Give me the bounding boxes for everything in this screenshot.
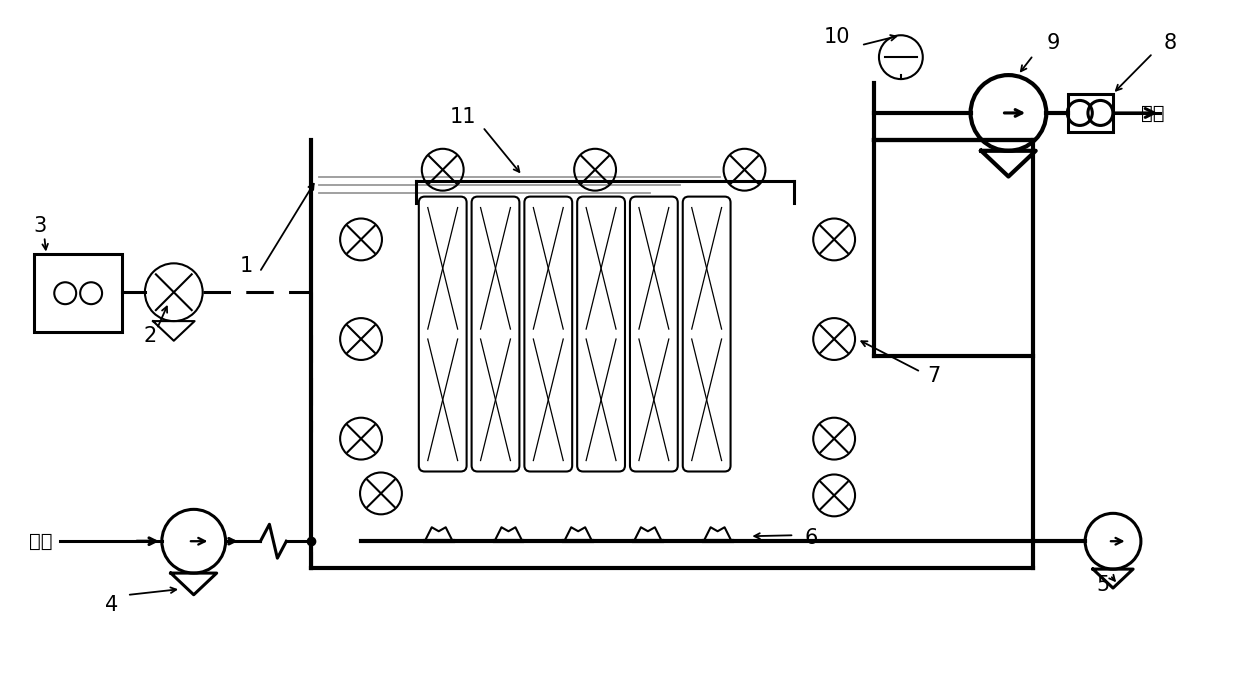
Text: 7: 7	[928, 366, 940, 386]
Text: 11: 11	[449, 107, 476, 127]
Bar	[1068, 94, 1112, 132]
Text: 8: 8	[1163, 33, 1177, 53]
FancyBboxPatch shape	[419, 196, 466, 471]
Text: 6: 6	[805, 528, 818, 548]
Text: 9: 9	[1047, 33, 1060, 53]
FancyBboxPatch shape	[577, 196, 625, 471]
FancyBboxPatch shape	[471, 196, 520, 471]
Text: 10: 10	[823, 27, 851, 47]
FancyBboxPatch shape	[683, 196, 730, 471]
FancyBboxPatch shape	[630, 196, 678, 471]
Text: 3: 3	[33, 217, 47, 237]
Text: 1: 1	[239, 256, 253, 276]
FancyBboxPatch shape	[525, 196, 572, 471]
Text: 进水: 进水	[29, 532, 52, 551]
Text: 5: 5	[1096, 575, 1110, 595]
Text: 出水: 出水	[1141, 103, 1164, 122]
Bar	[35, 255, 122, 332]
Text: 2: 2	[144, 326, 156, 346]
Text: 4: 4	[105, 595, 119, 615]
